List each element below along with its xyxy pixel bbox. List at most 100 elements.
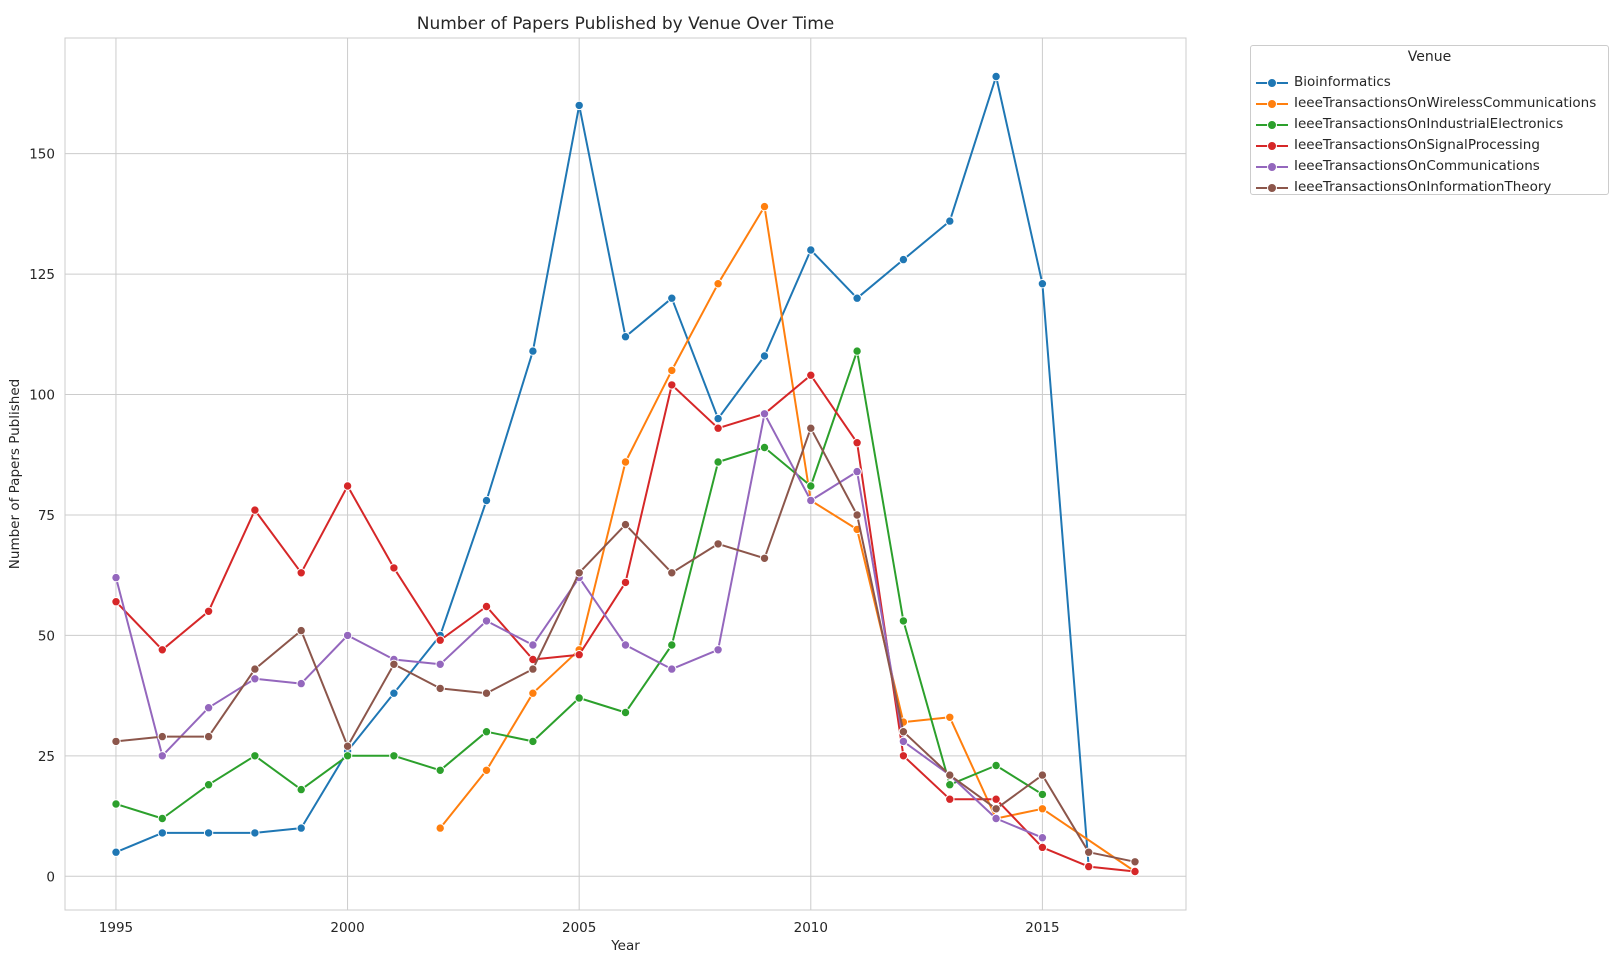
data-point xyxy=(1084,847,1094,857)
series-0 xyxy=(111,71,1094,872)
data-point xyxy=(296,568,306,578)
y-tick-label: 100 xyxy=(29,388,55,404)
data-point xyxy=(945,216,955,226)
data-point xyxy=(620,577,631,588)
data-point xyxy=(1037,279,1048,289)
data-point xyxy=(574,100,584,111)
y-tick-label: 75 xyxy=(38,508,55,524)
x-axis-label: Year xyxy=(610,938,640,954)
data-point xyxy=(203,703,214,713)
legend-label: IeeeTransactionsOnInformationTheory xyxy=(1294,179,1552,195)
series-line xyxy=(439,205,1136,873)
data-point xyxy=(898,751,909,761)
y-tick-label: 125 xyxy=(29,267,55,283)
data-point xyxy=(296,784,306,795)
data-point xyxy=(620,707,631,718)
data-point xyxy=(667,640,677,650)
data-point xyxy=(1037,833,1048,843)
data-point xyxy=(759,201,770,212)
data-point xyxy=(203,828,214,838)
data-point xyxy=(852,510,862,520)
data-point xyxy=(898,616,909,626)
data-point xyxy=(111,736,121,747)
legend-item: IeeeTransactionsOnSignalProcessing xyxy=(1251,136,1608,157)
data-point xyxy=(250,505,260,515)
data-point xyxy=(991,813,1001,824)
data-point xyxy=(945,770,955,780)
x-tick-labels: 1995 2000 2005 2010 2015 xyxy=(99,920,1060,936)
data-point xyxy=(157,813,168,824)
data-point xyxy=(435,823,445,833)
data-point xyxy=(111,597,121,607)
data-point xyxy=(111,847,121,857)
data-point xyxy=(759,409,770,419)
data-point xyxy=(342,741,353,751)
x-tick-label: 1995 xyxy=(99,920,133,936)
data-point xyxy=(945,794,955,804)
data-point xyxy=(852,438,862,448)
legend-marker-icon xyxy=(1267,78,1277,88)
data-point xyxy=(620,640,631,650)
y-tick-label: 25 xyxy=(38,749,55,765)
data-point xyxy=(945,712,955,722)
data-point xyxy=(435,635,445,645)
data-point xyxy=(991,794,1001,804)
data-point xyxy=(991,804,1001,814)
y-tick-label: 0 xyxy=(46,869,55,885)
data-point xyxy=(991,71,1001,82)
data-point xyxy=(759,553,770,563)
data-point xyxy=(898,736,909,747)
data-point xyxy=(713,539,723,549)
data-point xyxy=(945,780,955,790)
data-point xyxy=(157,828,168,838)
data-point xyxy=(806,481,816,491)
y-tick-label: 50 xyxy=(38,628,55,644)
data-point xyxy=(898,254,909,265)
data-point xyxy=(620,519,631,530)
legend-marker-icon xyxy=(1267,99,1277,109)
data-point xyxy=(806,423,816,433)
legend: Venue Bioinformatics IeeeTransactionsOnWi… xyxy=(1250,45,1609,195)
data-point xyxy=(667,664,677,674)
data-point xyxy=(1037,789,1048,800)
chart-title: Number of Papers Published by Venue Over… xyxy=(417,14,834,34)
data-point xyxy=(111,572,121,583)
data-point xyxy=(389,659,399,669)
data-point xyxy=(342,630,353,641)
legend-marker-icon xyxy=(1267,183,1277,193)
legend-label: IeeeTransactionsOnCommunications xyxy=(1294,158,1540,174)
series-lines xyxy=(111,71,1140,877)
data-point xyxy=(667,293,677,303)
legend-item: IeeeTransactionsOnInformationTheory xyxy=(1251,178,1608,199)
data-point xyxy=(342,481,353,491)
data-point xyxy=(528,688,538,698)
legend-item: Bioinformatics xyxy=(1251,73,1608,94)
data-point xyxy=(667,365,677,376)
data-point xyxy=(713,423,723,433)
x-tick-label: 2005 xyxy=(562,920,596,936)
data-point xyxy=(250,674,260,684)
data-point xyxy=(806,245,816,255)
legend-marker-icon xyxy=(1267,162,1277,172)
legend-label: IeeeTransactionsOnIndustrialElectronics xyxy=(1294,116,1564,132)
data-point xyxy=(528,346,538,356)
data-point xyxy=(667,380,677,390)
data-point xyxy=(1130,857,1140,867)
data-point xyxy=(713,279,723,289)
data-point xyxy=(620,457,631,467)
data-point xyxy=(389,563,399,573)
legend-title: Venue xyxy=(1407,49,1452,65)
data-point xyxy=(991,760,1001,771)
series-2 xyxy=(111,346,1048,824)
y-axis-label: Number of Papers Published xyxy=(7,379,23,569)
data-point xyxy=(481,616,492,626)
data-point xyxy=(574,568,584,578)
y-tick-label: 150 xyxy=(29,147,55,163)
data-point xyxy=(203,780,214,790)
data-point xyxy=(203,606,214,616)
data-point xyxy=(806,370,816,380)
x-tick-label: 2000 xyxy=(330,920,364,936)
legend-label: IeeeTransactionsOnSignalProcessing xyxy=(1294,137,1540,153)
series-line xyxy=(115,374,1136,873)
